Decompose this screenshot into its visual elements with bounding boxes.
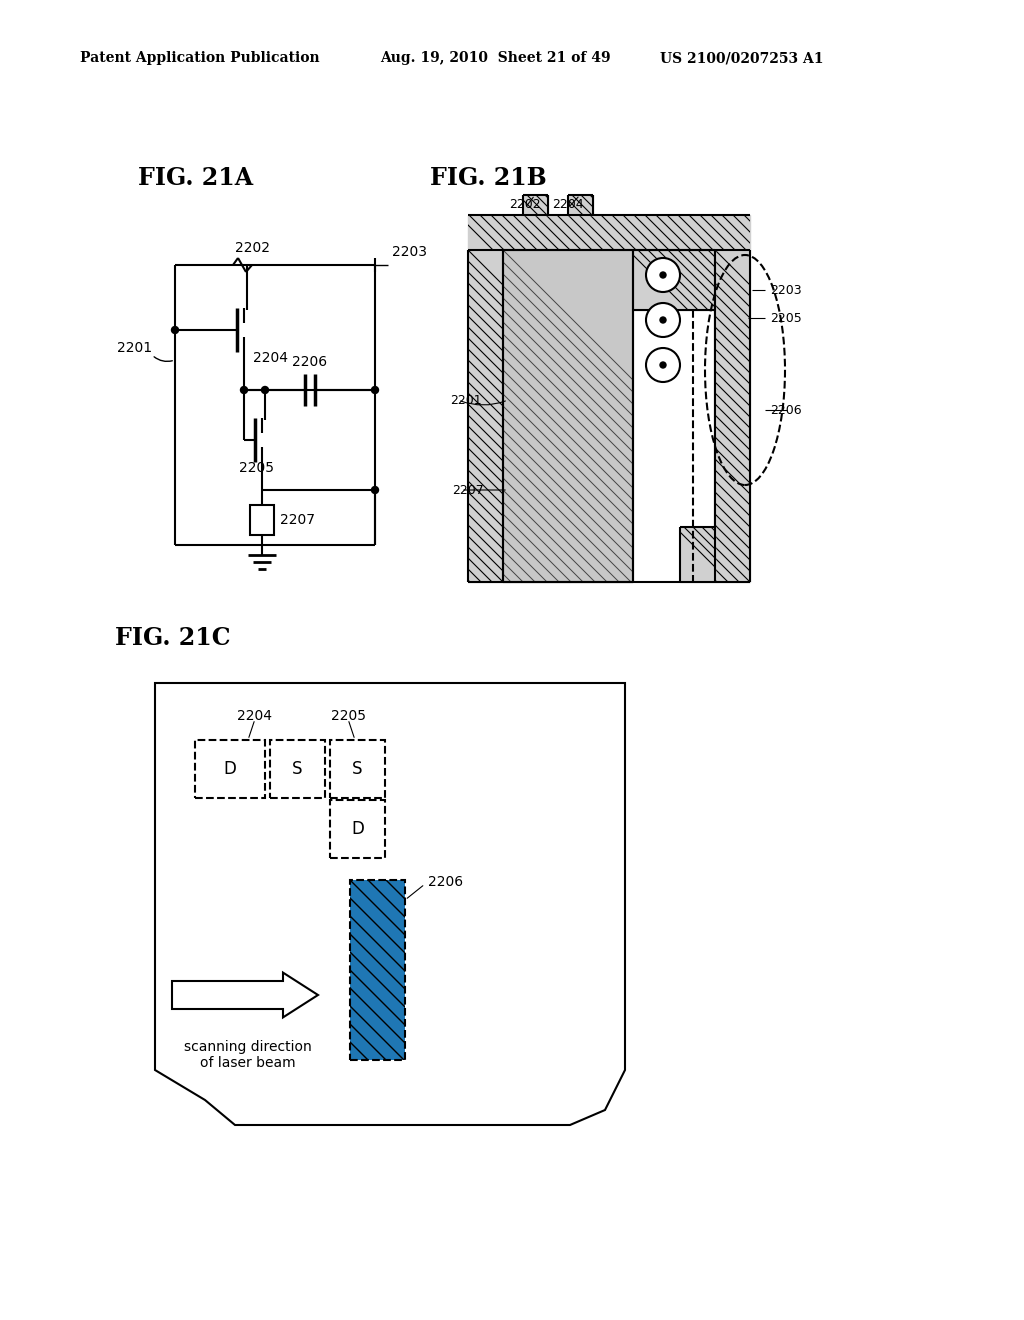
Polygon shape [633, 249, 715, 582]
Circle shape [372, 487, 379, 494]
Text: D: D [223, 760, 237, 777]
PathPatch shape [155, 682, 625, 1125]
Circle shape [171, 326, 178, 334]
Text: 2206: 2206 [770, 404, 802, 417]
Polygon shape [468, 249, 503, 582]
Text: 2201: 2201 [118, 341, 153, 355]
Bar [250, 506, 274, 535]
Text: FIG. 21C: FIG. 21C [115, 626, 230, 649]
Text: Aug. 19, 2010  Sheet 21 of 49: Aug. 19, 2010 Sheet 21 of 49 [380, 51, 610, 65]
Bar [523, 195, 548, 215]
Text: D: D [351, 820, 364, 838]
Text: 2204: 2204 [552, 198, 584, 211]
Text: 2202: 2202 [509, 198, 541, 211]
Text: 2205: 2205 [331, 709, 366, 723]
Polygon shape [680, 527, 715, 582]
Bar [568, 195, 593, 215]
FancyArrow shape [172, 973, 318, 1018]
Text: 2203: 2203 [392, 246, 427, 259]
Text: US 2100/0207253 A1: US 2100/0207253 A1 [660, 51, 823, 65]
Text: 2201: 2201 [450, 393, 481, 407]
Text: 2206: 2206 [428, 875, 463, 888]
Circle shape [646, 348, 680, 381]
Circle shape [646, 304, 680, 337]
Bar [330, 741, 385, 799]
Bar [468, 249, 503, 582]
Text: 2204: 2204 [253, 351, 288, 366]
Polygon shape [715, 249, 750, 582]
Text: S: S [292, 760, 303, 777]
Text: FIG. 21A: FIG. 21A [138, 166, 253, 190]
Text: 2205: 2205 [770, 312, 802, 325]
Text: scanning direction: scanning direction [184, 1040, 312, 1053]
Polygon shape [503, 249, 633, 582]
Text: 2205: 2205 [240, 461, 274, 475]
Text: FIG. 21B: FIG. 21B [430, 166, 547, 190]
Polygon shape [523, 195, 548, 215]
Text: 2207: 2207 [452, 483, 483, 496]
Polygon shape [633, 249, 715, 310]
Bar [330, 800, 385, 858]
Circle shape [660, 272, 666, 279]
Text: 2204: 2204 [238, 709, 272, 723]
Bar [468, 215, 750, 249]
Text: 2203: 2203 [770, 284, 802, 297]
Bar [350, 880, 406, 1060]
Bar [195, 741, 265, 799]
Bar [715, 249, 750, 582]
Text: Patent Application Publication: Patent Application Publication [80, 51, 319, 65]
Bar [350, 880, 406, 1060]
Polygon shape [568, 195, 593, 215]
Bar [680, 527, 715, 582]
Text: of laser beam: of laser beam [200, 1056, 296, 1071]
Text: 2207: 2207 [280, 513, 315, 527]
Circle shape [261, 387, 268, 393]
Bar [633, 249, 715, 310]
Circle shape [241, 387, 248, 393]
Circle shape [660, 362, 666, 368]
Text: S: S [352, 760, 362, 777]
Circle shape [646, 257, 680, 292]
Text: 2206: 2206 [293, 355, 328, 370]
Text: 2202: 2202 [234, 242, 269, 255]
Bar [503, 249, 633, 582]
Bar [270, 741, 325, 799]
Circle shape [372, 387, 379, 393]
Circle shape [660, 317, 666, 323]
Polygon shape [468, 215, 750, 249]
